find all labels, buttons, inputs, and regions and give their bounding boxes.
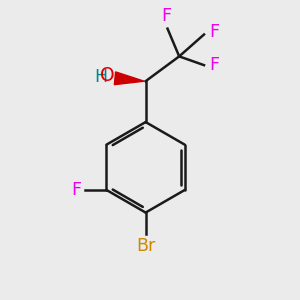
Text: F: F bbox=[72, 181, 82, 199]
Text: O: O bbox=[100, 66, 115, 85]
Text: Br: Br bbox=[136, 237, 155, 255]
Polygon shape bbox=[114, 72, 144, 85]
Text: F: F bbox=[209, 56, 219, 74]
Text: F: F bbox=[209, 23, 219, 41]
Text: H: H bbox=[94, 68, 108, 86]
Text: F: F bbox=[161, 7, 171, 25]
